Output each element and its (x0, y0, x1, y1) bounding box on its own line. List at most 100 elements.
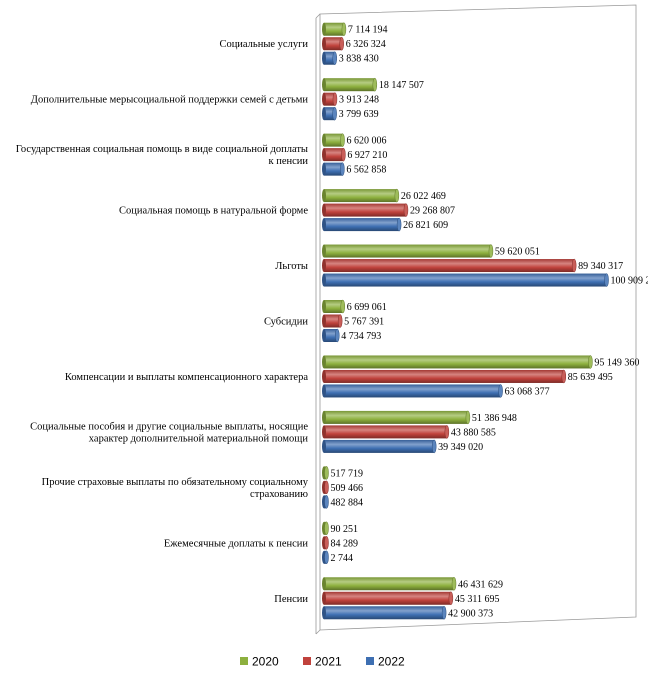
category-label-social-supplement-line-2: к пенсии (268, 156, 308, 167)
bar-cap-end-2020-pension-supplements (324, 521, 329, 536)
category-label-insurance-payments-line-2: страхованию (250, 489, 308, 500)
bar-cap-end-2021-in-kind-aid (403, 203, 409, 217)
legend: 2020 2021 2022 (240, 655, 405, 669)
value-label-2022-family-support: 3 799 639 (339, 109, 379, 120)
category-group-compensations (322, 355, 593, 398)
bar-cap-end-2021-pensions (448, 591, 454, 606)
bar-2021-benefits (324, 259, 575, 273)
value-label-2020-family-support: 18 147 507 (379, 80, 424, 91)
bar-cap-end-2020-benefits (488, 244, 494, 258)
bar-cap-end-2022-family-support (332, 106, 337, 121)
bar-2020-in-kind-aid (324, 189, 397, 203)
bar-2020-social-services (324, 22, 344, 36)
bars-layer (322, 22, 609, 620)
bar-2021-subsidies (324, 314, 341, 328)
bar-cap-start-2020-benefits (322, 244, 326, 258)
bar-2022-social-services (324, 51, 335, 65)
bar-cap-start-2022-in-kind-aid (322, 218, 326, 232)
category-label-social-allowances-line-2: характер дополнительной материальной пом… (89, 433, 309, 444)
legend-label-2020: 2020 (252, 655, 279, 669)
bar-cap-start-2022-subsidies (322, 329, 326, 342)
bar-cap-end-2022-benefits (604, 273, 609, 287)
category-group-pension-supplements (322, 521, 329, 565)
value-label-2020-in-kind-aid: 26 022 469 (401, 191, 446, 202)
value-label-2021-pensions: 45 311 695 (455, 594, 500, 605)
bar-2022-pensions (324, 606, 445, 620)
bar-cap-end-2020-family-support (372, 77, 378, 92)
bar-cap-start-2021-in-kind-aid (322, 203, 326, 217)
bar-2020-social-allowances (324, 410, 468, 424)
legend-swatch-2021 (303, 657, 311, 665)
value-label-2021-social-supplement: 6 927 210 (347, 150, 387, 161)
value-label-2022-benefits: 100 909 271 (611, 276, 648, 287)
category-group-benefits (322, 244, 609, 287)
bar-cap-start-2021-social-services (322, 37, 326, 51)
bar-cap-end-2021-social-services (339, 36, 344, 51)
category-label-social-services: Социальные услуги (219, 39, 308, 50)
value-label-2021-in-kind-aid: 29 268 807 (410, 206, 455, 217)
bar-2022-social-supplement (324, 162, 343, 176)
bar-cap-end-2020-compensations (588, 355, 593, 369)
bar-cap-end-2021-subsidies (337, 314, 343, 328)
plot-depth-line (315, 13, 321, 19)
value-label-2021-insurance-payments: 509 466 (331, 483, 364, 494)
value-label-2021-pension-supplements: 84 289 (331, 538, 359, 549)
bar-2022-compensations (324, 384, 501, 398)
value-label-2020-pensions: 46 431 629 (458, 579, 503, 590)
value-label-2021-social-allowances: 43 880 585 (451, 427, 496, 438)
category-label-benefits: Льготы (275, 261, 308, 272)
bar-2022-subsidies (324, 329, 338, 342)
value-label-2022-social-services: 3 838 430 (339, 54, 379, 65)
bar-2020-subsidies (324, 300, 343, 313)
plot-depth-line (315, 629, 321, 635)
bar-2022-in-kind-aid (324, 218, 400, 232)
value-label-2022-pension-supplements: 2 744 (331, 553, 354, 564)
value-label-2020-social-services: 7 114 194 (348, 25, 388, 36)
value-label-2021-compensations: 85 639 495 (568, 372, 613, 383)
value-label-2022-social-allowances: 39 349 020 (438, 442, 483, 453)
bar-cap-end-2021-social-supplement (341, 147, 346, 162)
bar-2021-social-services (324, 37, 342, 51)
bar-cap-end-2022-social-services (332, 51, 337, 65)
category-group-subsidies (322, 299, 346, 343)
bar-2022-social-allowances (324, 439, 435, 453)
bar-cap-start-2020-social-allowances (322, 410, 326, 424)
category-group-family-support (322, 77, 378, 121)
bar-cap-end-2021-pension-supplements (324, 536, 329, 550)
category-label-insurance-payments-line-1: Прочие страховые выплаты по обязательном… (42, 477, 309, 488)
bar-cap-end-2022-in-kind-aid (396, 217, 402, 232)
bar-cap-end-2022-social-supplement (340, 162, 345, 176)
plot-frame (315, 4, 637, 635)
category-label-subsidies: Субсидии (264, 317, 308, 328)
bar-cap-start-2022-social-allowances (322, 439, 326, 453)
bar-cap-start-2022-social-supplement (322, 162, 326, 176)
bar-2021-social-supplement (324, 148, 344, 162)
bar-cap-start-2020-pensions (322, 577, 326, 591)
bar-cap-start-2022-family-support (322, 107, 326, 121)
value-label-2021-family-support: 3 913 248 (339, 95, 379, 106)
bar-cap-end-2022-social-allowances (431, 439, 437, 454)
value-label-2021-social-services: 6 326 324 (346, 39, 386, 50)
bar-cap-start-2022-social-services (322, 51, 326, 65)
bar-cap-end-2022-pension-supplements (324, 550, 329, 565)
value-label-2022-pensions: 42 900 373 (448, 608, 493, 619)
legend-swatch-2022 (366, 657, 374, 665)
category-group-social-allowances (322, 410, 471, 454)
category-label-in-kind-aid: Социальная помощь в натуральной форме (119, 206, 308, 217)
value-label-2021-benefits: 89 340 317 (578, 261, 623, 272)
value-label-2022-subsidies: 4 734 793 (341, 331, 381, 342)
bar-cap-start-2020-family-support (322, 78, 326, 92)
bar-cap-end-2020-pensions (451, 577, 457, 591)
bar-2020-compensations (324, 355, 591, 369)
bar-cap-end-2020-subsidies (340, 299, 346, 314)
bar-2020-benefits (324, 244, 491, 258)
bar-2021-in-kind-aid (324, 203, 406, 217)
bar-2021-pensions (324, 591, 451, 605)
bar-2022-benefits (324, 273, 607, 287)
legend-swatch-2020 (240, 657, 248, 665)
bar-cap-start-2021-social-supplement (322, 148, 326, 162)
bar-2022-family-support (324, 107, 335, 121)
category-group-pensions (322, 577, 457, 620)
category-label-pension-supplements: Ежемесячные доплаты к пенсии (164, 538, 308, 549)
